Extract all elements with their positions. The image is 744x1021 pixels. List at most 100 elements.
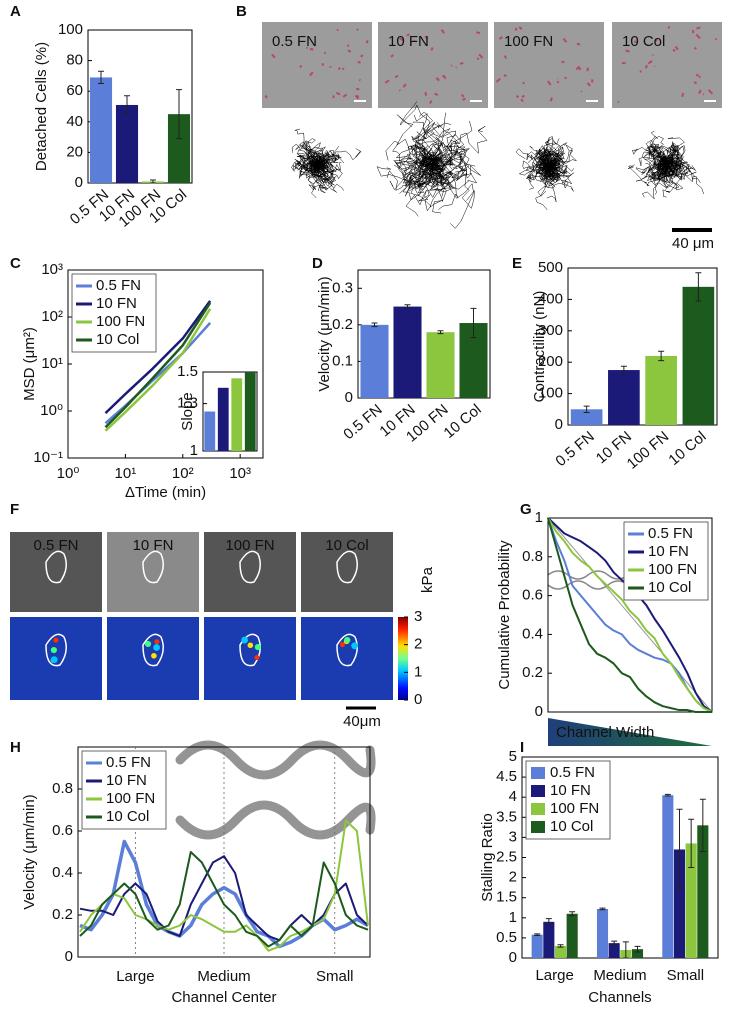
trajectories <box>515 136 577 211</box>
y-tick-label: 0.4 <box>522 625 543 642</box>
error-bar <box>583 405 590 413</box>
x-tick-label: 10 Col <box>665 428 709 469</box>
cell-outline <box>336 550 358 584</box>
y-tick-label: 4 <box>509 788 517 805</box>
cell-outline <box>239 550 261 584</box>
trajectories <box>376 101 488 229</box>
cell <box>347 49 352 53</box>
legend-label: 10 FN <box>648 543 689 560</box>
plot-frame <box>87 29 193 184</box>
cell <box>590 79 594 83</box>
traction-spot <box>151 652 157 659</box>
cell-photo <box>301 532 393 612</box>
y-tick-label: 1.3 <box>177 395 198 412</box>
cell <box>694 46 697 50</box>
chart-panel: G 0 0.2 0.4 0.6 0.8 1 Cumulative Probability Cha… <box>496 501 713 741</box>
cell <box>406 33 410 37</box>
cell <box>443 76 447 80</box>
error-bar <box>557 944 564 948</box>
bar <box>673 849 686 958</box>
cell <box>346 44 350 48</box>
error-bar <box>545 918 552 926</box>
error-bar <box>534 933 541 936</box>
image-label: 10 FN <box>388 33 429 50</box>
panel-letter: B <box>236 3 247 20</box>
traction-spot <box>254 643 262 651</box>
scale-label: 40 μm <box>672 235 714 252</box>
image-label: 0.5 FN <box>33 537 78 554</box>
x-tick-label: 0.5 FN <box>552 428 597 470</box>
x-axis-label: ΔTime (min) <box>125 484 206 501</box>
y-tick-label: 20 <box>66 143 83 160</box>
bar <box>204 411 216 451</box>
y-axis-label: MSD (μm²) <box>21 327 38 401</box>
cell-photo <box>10 532 102 612</box>
cell <box>575 65 581 71</box>
cell-photo <box>204 532 296 612</box>
y-tick-label: 1.5 <box>177 363 198 380</box>
traction-spot <box>254 655 260 661</box>
plot-frame <box>547 517 713 713</box>
cell <box>390 54 394 58</box>
cell <box>522 81 525 85</box>
cell <box>693 81 698 85</box>
cell <box>695 33 701 39</box>
bar <box>608 943 620 958</box>
legend-swatch <box>531 803 545 815</box>
series-line <box>104 322 212 425</box>
cell <box>503 55 507 59</box>
error-bar <box>699 798 706 852</box>
cell <box>518 26 523 30</box>
cell <box>654 38 659 42</box>
bar <box>543 921 555 958</box>
cell <box>335 91 341 96</box>
bar <box>89 77 113 183</box>
colorbar-tick-label: 1 <box>414 663 422 680</box>
x-tick-label: 10¹ <box>115 465 137 482</box>
traction-spot <box>154 639 160 645</box>
colorbar <box>398 617 408 700</box>
error-bar <box>437 330 444 335</box>
cell <box>341 67 345 71</box>
legend-label: 100 FN <box>550 800 599 817</box>
image-label: 10 Col <box>622 33 665 50</box>
colorbar-tick-label: 2 <box>414 636 422 653</box>
y-tick-label: 0.1 <box>332 352 353 369</box>
traction-spot <box>241 636 249 644</box>
plot-frame <box>567 267 718 426</box>
y-tick-label: 40 <box>66 113 83 130</box>
cell <box>337 66 341 71</box>
y-axis-label: Contractility (nN) <box>531 291 548 403</box>
cell-outline <box>45 550 67 584</box>
y-tick-label: 3.5 <box>496 808 517 825</box>
cell <box>556 80 560 84</box>
chart-panel: E 0 100 200 300 400 500 Contractility (nN) 0.5 F… <box>512 255 718 473</box>
cell <box>440 29 445 34</box>
cell <box>459 62 464 65</box>
cell <box>639 70 642 73</box>
cell <box>495 77 501 83</box>
bar <box>531 934 543 958</box>
legend-label: 10 FN <box>550 782 591 799</box>
y-tick-label: 10³ <box>41 261 63 278</box>
traction-spot <box>53 637 59 643</box>
y-axis-label: Cumulative Probability <box>496 540 513 690</box>
traction-spot <box>153 644 160 651</box>
image-label: 0.5 FN <box>272 33 317 50</box>
bar <box>393 306 422 398</box>
trajectories <box>627 131 704 200</box>
cell <box>696 26 701 30</box>
legend-label: 0.5 FN <box>96 277 141 294</box>
cell <box>561 60 565 64</box>
legend-label: 100 FN <box>648 561 697 578</box>
cell-photo <box>494 22 604 108</box>
bar <box>596 908 609 958</box>
cell <box>633 40 639 44</box>
error-bar <box>124 95 130 115</box>
y-tick-label: 10⁰ <box>40 402 63 419</box>
cell <box>424 35 429 40</box>
y-tick-label: 100 <box>538 385 563 402</box>
cell <box>674 46 679 51</box>
cell <box>428 100 433 104</box>
